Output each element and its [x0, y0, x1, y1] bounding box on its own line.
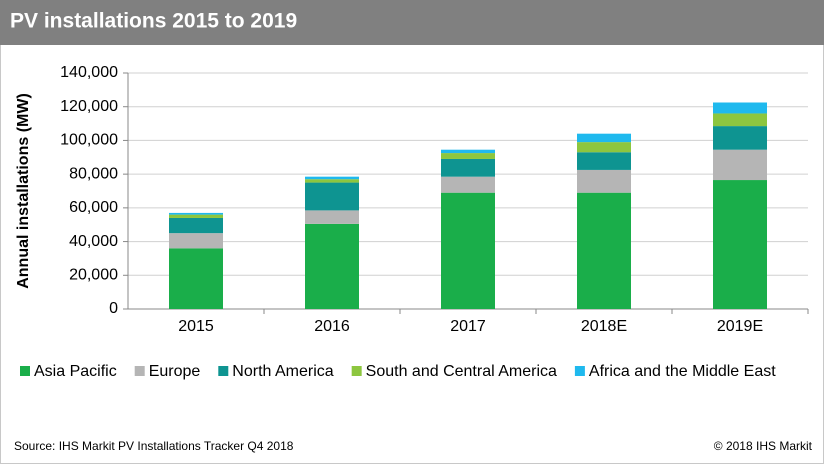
chart-title: PV installations 2015 to 2019 [10, 10, 297, 33]
bar-segment [305, 223, 359, 309]
bar-segment [441, 158, 495, 177]
y-tick-label: 140,000 [60, 64, 118, 81]
legend-swatch [351, 366, 362, 376]
bar-segment [169, 212, 223, 215]
bar-segment [169, 214, 223, 218]
bar-segment [169, 248, 223, 309]
bar-segment [577, 192, 631, 309]
bar-segment [577, 142, 631, 153]
bar-segment [713, 180, 767, 309]
bar-segment [713, 149, 767, 181]
bar-segment [577, 169, 631, 193]
x-tick-label: 2018E [581, 318, 627, 335]
bar-segment [713, 126, 767, 150]
bar-segment [713, 102, 767, 114]
bar-segment [577, 152, 631, 170]
source: Source: IHS Markit PV Installations Trac… [14, 439, 294, 453]
bar-segment [441, 149, 495, 154]
legend-label: Africa and the Middle East [589, 363, 776, 380]
bar-segment [441, 192, 495, 309]
x-tick-label: 2017 [450, 318, 486, 335]
bar-segment [305, 210, 359, 224]
y-tick-label: 100,000 [60, 132, 118, 149]
y-tick-label: 0 [109, 300, 118, 317]
x-tick-label: 2019E [717, 318, 763, 335]
header-bar [0, 0, 824, 45]
bar-segment [169, 233, 223, 249]
legend-label: Europe [149, 363, 201, 380]
legend-swatch [218, 366, 229, 376]
y-tick-label: 40,000 [69, 233, 118, 250]
bar-segment [441, 153, 495, 159]
bar-segment [441, 176, 495, 193]
legend-label: Asia Pacific [34, 363, 117, 380]
bar-segment [305, 179, 359, 183]
x-tick-label: 2015 [178, 318, 214, 335]
bar-segment [169, 217, 223, 234]
legend-swatch [134, 366, 145, 376]
bar-segment [713, 113, 767, 127]
y-tick-label: 60,000 [69, 199, 118, 216]
legend-swatch [574, 366, 585, 376]
bar-segment [305, 182, 359, 211]
x-tick-label: 2016 [314, 318, 350, 335]
bar-segment [577, 133, 631, 143]
bar-segment [305, 176, 359, 180]
y-axis-label: Annual installations (MW) [15, 93, 32, 289]
y-tick-label: 20,000 [69, 267, 118, 284]
y-tick-label: 80,000 [69, 165, 118, 182]
legend-label: North America [232, 363, 333, 380]
legend-label: South and Central America [366, 363, 557, 380]
y-tick-label: 120,000 [60, 98, 118, 115]
copyright: © 2018 IHS Markit [714, 439, 813, 453]
legend-swatch [20, 366, 30, 376]
